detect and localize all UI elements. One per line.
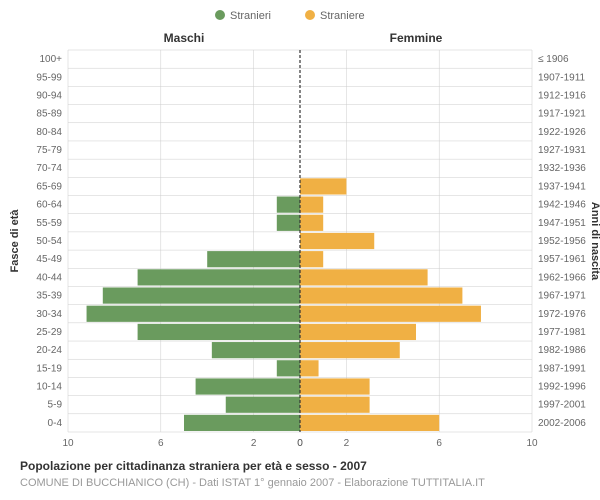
svg-text:0: 0 [297,438,303,449]
age-label: 55-59 [36,218,62,229]
year-label: 1937-1941 [538,181,586,192]
bar-female [300,415,439,431]
year-label: 1997-2001 [538,400,586,411]
year-label: 1942-1946 [538,200,586,211]
bar-female [300,269,428,285]
year-label: 1927-1931 [538,145,586,156]
svg-text:6: 6 [436,438,442,449]
bar-male [196,378,300,394]
bar-female [300,324,416,340]
bar-male [207,251,300,267]
year-label: 1907-1911 [538,72,586,83]
age-label: 25-29 [36,327,62,338]
year-label: 1912-1916 [538,90,586,101]
chart-subtitle: COMUNE DI BUCCHIANICO (CH) - Dati ISTAT … [20,477,485,489]
group-title-male: Maschi [164,31,205,45]
legend-dot-male [215,10,225,20]
year-label: 1922-1926 [538,127,586,138]
bar-male [103,287,300,303]
age-label: 70-74 [36,163,62,174]
bar-male [277,197,300,213]
bar-male [212,342,300,358]
bar-male [226,397,300,413]
legend-dot-female [305,10,315,20]
chart-title: Popolazione per cittadinanza straniera p… [20,459,367,473]
svg-text:10: 10 [526,438,538,449]
year-label: 1917-1921 [538,109,586,120]
bar-male [87,306,300,322]
bar-female [300,397,370,413]
bar-male [138,269,300,285]
age-label: 5-9 [48,400,63,411]
age-label: 50-54 [36,236,62,247]
axis-title-left: Fasce di età [9,209,21,273]
bar-female [300,378,370,394]
bar-female [300,233,374,249]
legend-label-female: Straniere [320,10,365,22]
year-label: 1987-1991 [538,363,586,374]
year-label: 1967-1971 [538,291,586,302]
age-label: 85-89 [36,109,62,120]
bar-female [300,287,462,303]
population-pyramid-svg: 0226610100100+≤ 190695-991907-191190-941… [0,0,600,500]
age-label: 90-94 [36,90,62,101]
svg-text:6: 6 [158,438,164,449]
year-label: 1972-1976 [538,309,586,320]
svg-text:10: 10 [62,438,74,449]
age-label: 45-49 [36,254,62,265]
chart-container: 0226610100100+≤ 190695-991907-191190-941… [0,0,600,500]
year-label: 1947-1951 [538,218,586,229]
age-label: 95-99 [36,72,62,83]
bar-male [277,215,300,231]
age-label: 35-39 [36,291,62,302]
year-label: 1977-1981 [538,327,586,338]
bar-female [300,342,400,358]
age-label: 80-84 [36,127,62,138]
bar-male [184,415,300,431]
bar-female [300,360,319,376]
age-label: 10-14 [36,382,62,393]
age-label: 60-64 [36,200,62,211]
axis-title-right: Anni di nascita [589,202,600,281]
bar-female [300,251,323,267]
svg-text:2: 2 [251,438,257,449]
age-label: 75-79 [36,145,62,156]
group-title-female: Femmine [390,31,443,45]
bar-male [138,324,300,340]
age-label: 0-4 [48,418,63,429]
age-label: 30-34 [36,309,62,320]
year-label: 1992-1996 [538,382,586,393]
year-label: 2002-2006 [538,418,586,429]
bar-female [300,197,323,213]
year-label: 1982-1986 [538,345,586,356]
year-label: 1932-1936 [538,163,586,174]
svg-text:2: 2 [344,438,350,449]
bar-male [277,360,300,376]
bar-female [300,178,346,194]
age-label: 20-24 [36,345,62,356]
year-label: 1962-1966 [538,272,586,283]
year-label: 1952-1956 [538,236,586,247]
year-label: 1957-1961 [538,254,586,265]
bar-female [300,306,481,322]
legend-label-male: Stranieri [230,10,271,22]
year-label: ≤ 1906 [538,54,569,65]
bar-female [300,215,323,231]
age-label: 15-19 [36,363,62,374]
age-label: 40-44 [36,272,62,283]
age-label: 100+ [39,54,62,65]
age-label: 65-69 [36,181,62,192]
